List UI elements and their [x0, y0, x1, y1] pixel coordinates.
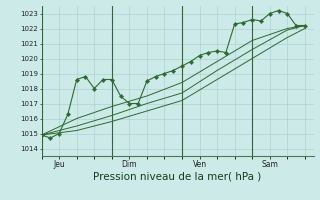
X-axis label: Pression niveau de la mer( hPa ): Pression niveau de la mer( hPa )	[93, 172, 262, 182]
